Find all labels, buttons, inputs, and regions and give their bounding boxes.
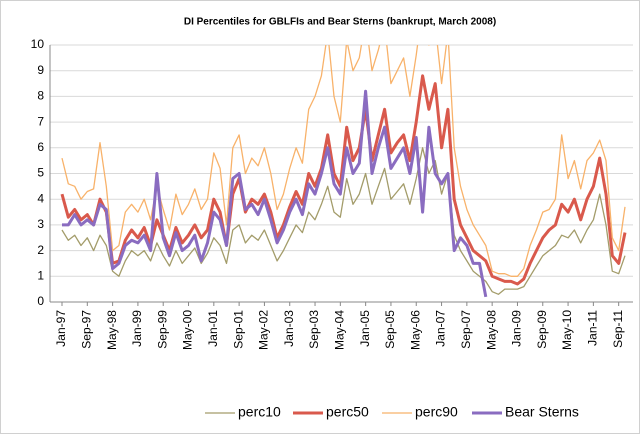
y-tick-label: 3 (37, 217, 44, 231)
legend-label: Bear Sterns (505, 404, 579, 420)
chart-title: DI Percentiles for GBLFIs and Bear Stern… (184, 17, 496, 28)
y-tick-label: 1 (37, 268, 44, 282)
y-tick-label: 7 (37, 114, 44, 128)
x-tick-label: Sep-05 (383, 310, 397, 349)
x-tick-label: Sep-97 (79, 310, 93, 349)
x-tick-label: Jan-01 (206, 310, 220, 347)
x-tick-label: Sep-07 (459, 310, 473, 349)
x-tick-label: Sep-03 (307, 310, 321, 349)
series-line (62, 89, 488, 298)
series-line (60, 74, 627, 286)
x-tick-label: Sep-01 (231, 310, 245, 349)
x-tick-label: May-00 (181, 310, 195, 350)
x-tick-label: May-04 (333, 310, 347, 350)
y-tick-label: 4 (37, 191, 44, 205)
x-tick-label: Jan-03 (282, 310, 296, 347)
x-tick-label: May-98 (105, 310, 119, 350)
x-tick-label: Jan-07 (434, 310, 448, 347)
x-tick-label: Sep-09 (535, 310, 549, 349)
legend-label: perc50 (326, 404, 369, 420)
x-tick-label: Jan-05 (358, 310, 372, 347)
legend-label: perc90 (415, 404, 458, 420)
x-tick-label: Sep-11 (611, 310, 625, 348)
y-tick-label: 8 (37, 89, 44, 103)
y-tick-label: 2 (37, 243, 44, 257)
x-tick-label: Jan-09 (510, 310, 524, 347)
y-tick-label: 9 (37, 63, 44, 77)
x-tick-label: Sep-99 (155, 310, 169, 349)
x-tick-label: May-02 (257, 310, 271, 350)
y-tick-label: 5 (37, 166, 44, 180)
legend-label: perc10 (238, 404, 281, 420)
x-tick-label: May-10 (560, 310, 574, 350)
y-tick-label: 0 (37, 294, 44, 308)
x-tick-label: May-08 (484, 310, 498, 350)
series-line (61, 147, 626, 295)
x-tick-label: Jan-11 (586, 310, 600, 346)
x-tick-label: Jan-99 (130, 310, 144, 347)
y-tick-label: 6 (37, 140, 44, 154)
x-tick-label: May-06 (408, 310, 422, 350)
y-tick-label: 10 (31, 37, 45, 51)
x-tick-label: Jan-97 (54, 310, 68, 347)
plot-lines (60, 45, 627, 298)
